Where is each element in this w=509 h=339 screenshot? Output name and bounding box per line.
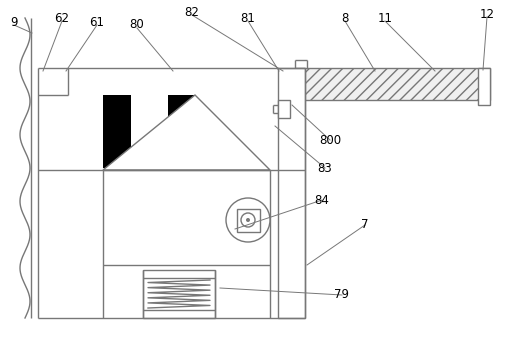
Text: 82: 82: [184, 5, 199, 19]
Text: 800: 800: [318, 134, 341, 146]
Text: 8: 8: [341, 12, 348, 24]
Text: 9: 9: [10, 16, 18, 28]
Bar: [237, 209, 260, 232]
Bar: [103, 170, 269, 265]
Circle shape: [225, 198, 269, 242]
Bar: [277, 100, 290, 118]
Bar: [294, 68, 489, 100]
Bar: [277, 68, 304, 318]
Text: 80: 80: [129, 19, 144, 32]
Text: 83: 83: [317, 161, 332, 175]
Bar: [477, 68, 489, 105]
Text: 7: 7: [360, 219, 368, 232]
Text: 62: 62: [54, 12, 69, 24]
Text: 79: 79: [334, 288, 349, 301]
Bar: [167, 95, 195, 168]
Bar: [143, 270, 215, 318]
Circle shape: [245, 218, 249, 222]
Text: 84: 84: [314, 194, 329, 206]
Text: 61: 61: [89, 16, 104, 28]
Bar: [103, 95, 131, 168]
Circle shape: [241, 213, 254, 227]
Text: 11: 11: [377, 12, 392, 24]
Polygon shape: [103, 95, 269, 170]
Text: 81: 81: [240, 12, 255, 24]
Text: 12: 12: [478, 7, 494, 20]
